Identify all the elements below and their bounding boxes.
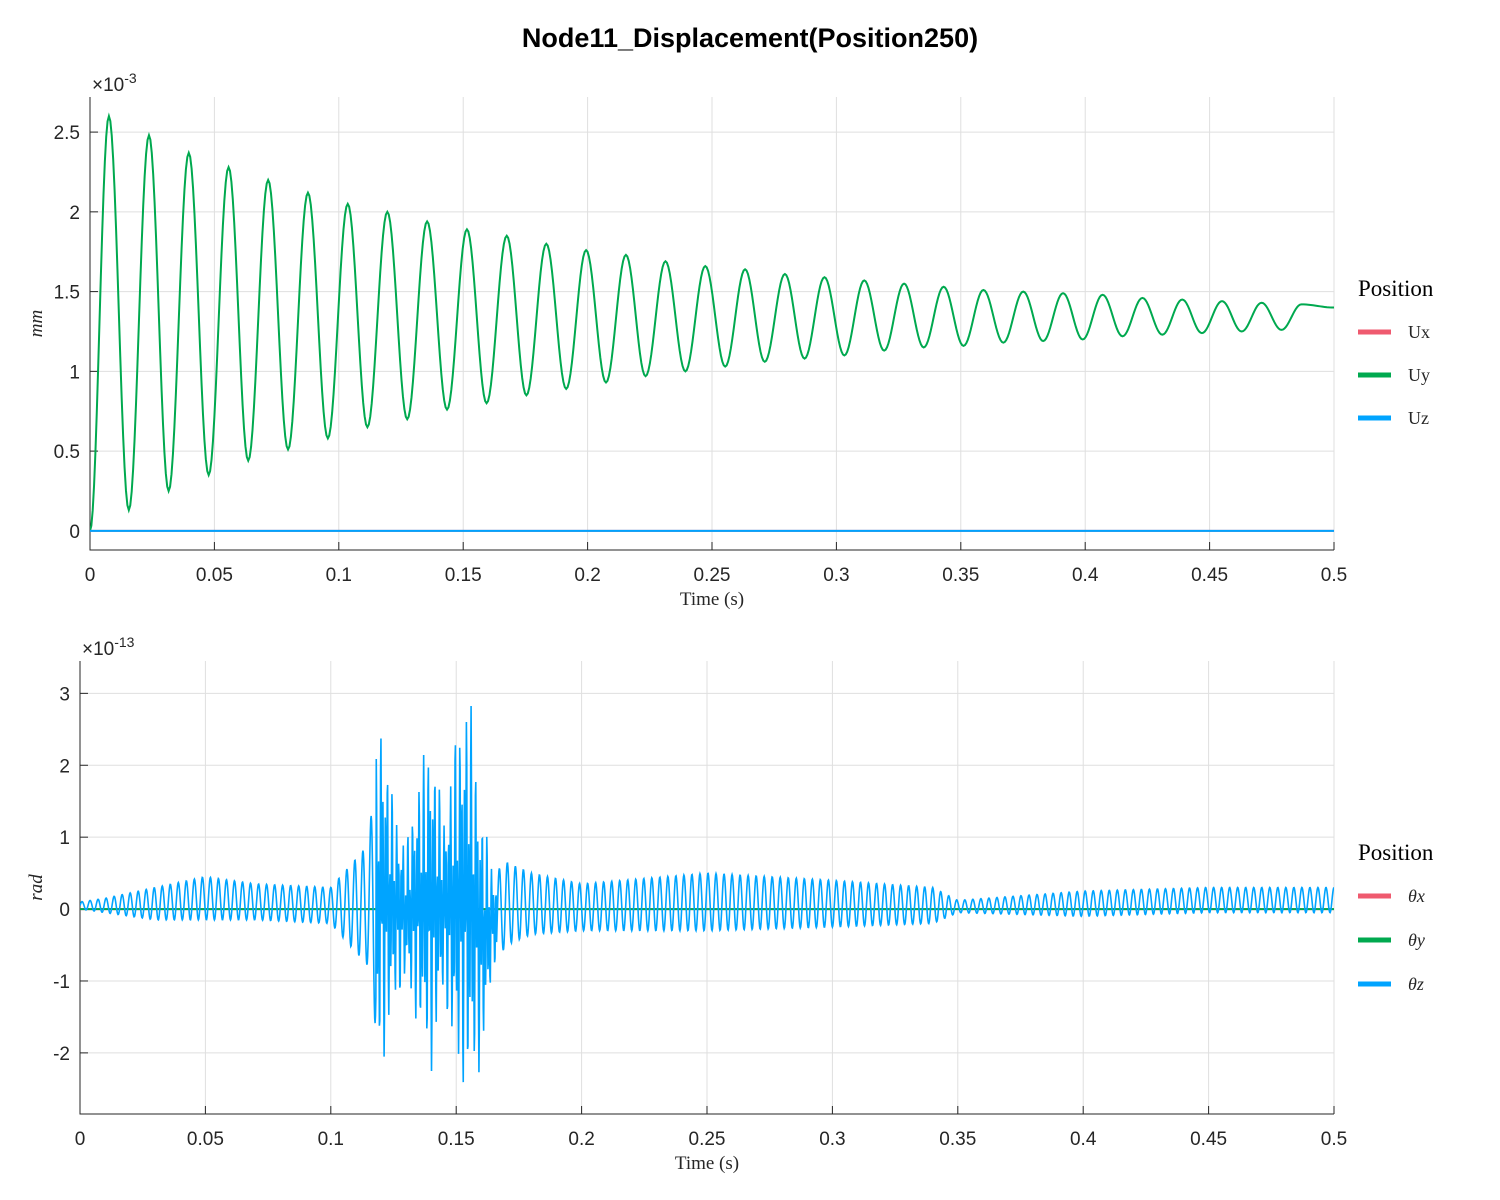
legend-title: Position <box>1358 276 1434 301</box>
x-tick-label: 0.4 <box>1072 565 1099 586</box>
exponent-power: -13 <box>114 634 134 650</box>
x-tick-label: 0.35 <box>942 565 979 586</box>
exponent-power: -3 <box>124 70 137 86</box>
x-tick-label: 0 <box>85 565 96 586</box>
series-line-2 <box>90 112 1334 532</box>
legend-label: θy <box>1408 930 1425 950</box>
y-axis-label: mm <box>26 310 47 337</box>
y-tick-label: 1.5 <box>54 283 80 304</box>
y-axis-label: rad <box>26 874 47 901</box>
y-tick-label: 0.5 <box>54 442 80 463</box>
y-tick-label: 2.5 <box>54 123 80 144</box>
x-tick-label: 0.1 <box>318 1129 344 1150</box>
x-tick-label: 0.25 <box>689 1129 726 1150</box>
legend-label: Uy <box>1408 365 1430 385</box>
y-tick-label: 1 <box>69 362 80 383</box>
y-tick-label: 2 <box>59 756 70 777</box>
y-tick-label: -1 <box>53 972 70 993</box>
y-tick-label: 3 <box>59 684 70 705</box>
x-tick-label: 0.25 <box>694 565 731 586</box>
x-tick-label: 0.4 <box>1070 1129 1097 1150</box>
x-tick-label: 0.45 <box>1191 565 1228 586</box>
bottom-axes: 0 0.05 0.1 0.15 0.2 0.25 0.3 0.35 0.4 0.45 0.5 -2 -1… <box>26 634 1434 1174</box>
y-tick-label: 0 <box>69 522 80 543</box>
x-tick-label: 0.35 <box>939 1129 976 1150</box>
x-tick-label: 0.15 <box>445 565 482 586</box>
x-tick-label: 0.5 <box>1321 1129 1347 1150</box>
x-tick-label: 0 <box>75 1129 86 1150</box>
y-tick-label: 1 <box>59 828 70 849</box>
axis-exponent: ×10-3 <box>92 70 137 96</box>
x-tick-label: 0.3 <box>823 565 849 586</box>
legend-label: θz <box>1408 974 1424 994</box>
y-tick-label: 2 <box>69 203 80 224</box>
series-line-3 <box>80 705 1334 1083</box>
x-tick-label: 0.5 <box>1321 565 1347 586</box>
x-tick-label: 0.45 <box>1190 1129 1227 1150</box>
x-tick-label: 0.05 <box>187 1129 224 1150</box>
legend-label: θx <box>1408 886 1425 906</box>
x-tick-label: 0.05 <box>196 565 233 586</box>
legend-label: Uz <box>1408 408 1429 428</box>
y-tick-label: -2 <box>53 1044 70 1065</box>
legend-title: Position <box>1358 840 1434 865</box>
x-tick-label: 0.1 <box>326 565 352 586</box>
x-axis-label: Time (s) <box>675 1153 739 1174</box>
top-axes: 0 0.05 0.1 0.15 0.2 0.25 0.3 0.35 0.4 0.45 0.5 0 0.5… <box>26 70 1434 610</box>
x-tick-label: 0.3 <box>819 1129 845 1150</box>
y-tick-label: 0 <box>59 900 70 921</box>
figure-title: Node11_Displacement(Position250) <box>522 23 978 53</box>
x-tick-label: 0.2 <box>568 1129 594 1150</box>
x-axis-label: Time (s) <box>680 589 744 610</box>
exponent-base: ×10 <box>92 75 124 96</box>
legend-label: Ux <box>1408 322 1430 342</box>
x-tick-label: 0.2 <box>574 565 600 586</box>
exponent-base: ×10 <box>82 639 114 660</box>
x-tick-label: 0.15 <box>438 1129 475 1150</box>
axis-exponent: ×10-13 <box>82 634 135 660</box>
